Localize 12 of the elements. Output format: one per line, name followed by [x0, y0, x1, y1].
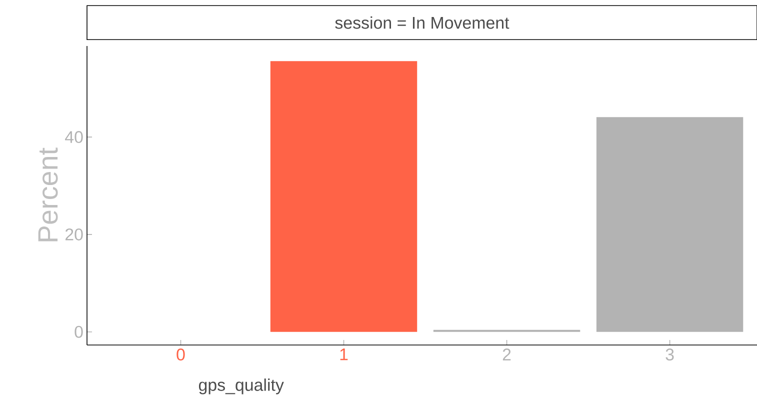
- x-tick-label: 1: [340, 348, 348, 360]
- y-tick-label: 20: [66, 228, 83, 240]
- x-tick-label: 0: [176, 348, 185, 361]
- x-tick-label: 2: [502, 348, 511, 360]
- y-tick-label: 0: [74, 326, 83, 338]
- x-tick-label: 3: [666, 348, 674, 361]
- bar: [596, 117, 744, 332]
- y-axis-title: Percent: [38, 148, 58, 242]
- chart-title: session = In Movement: [335, 16, 510, 29]
- y-tick-label: 40: [65, 131, 83, 144]
- bar: [270, 61, 418, 332]
- x-axis-title: gps_quality: [198, 378, 284, 394]
